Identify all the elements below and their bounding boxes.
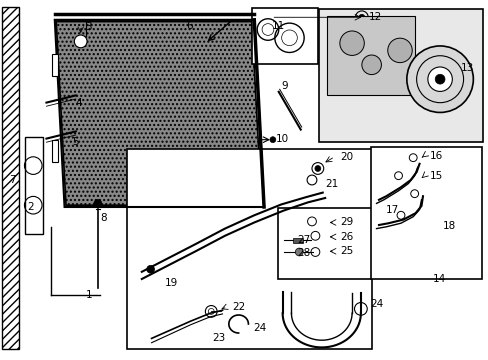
Text: 25: 25 [339,246,352,256]
Text: 2: 2 [27,202,34,212]
Bar [127,149,371,349]
Circle shape [269,137,275,143]
Text: 5: 5 [72,137,79,147]
Text: 22: 22 [232,302,245,312]
Text: 3: 3 [85,22,92,32]
Circle shape [387,38,411,63]
Circle shape [314,166,320,171]
Circle shape [358,14,364,20]
Text: 23: 23 [212,333,225,343]
Text: 6: 6 [185,21,192,31]
Polygon shape [56,22,261,205]
Bar [370,147,481,279]
Text: 24: 24 [253,323,266,333]
Circle shape [427,67,451,91]
Text: 14: 14 [432,274,445,284]
Text: 7: 7 [9,175,16,185]
Circle shape [94,199,102,207]
Bar [277,208,371,279]
Text: 11: 11 [271,21,284,31]
Text: 20: 20 [339,152,352,162]
Text: 12: 12 [368,12,382,22]
Text: 27: 27 [297,235,310,246]
Bar [25,137,43,234]
Circle shape [406,46,472,112]
Bar [326,16,414,95]
Bar [293,238,303,243]
Text: 29: 29 [339,217,352,228]
Circle shape [146,265,154,273]
Circle shape [361,55,381,75]
Bar [52,54,58,76]
Text: 17: 17 [385,204,398,215]
Text: 9: 9 [281,81,287,91]
Text: 8: 8 [100,213,107,223]
Text: 15: 15 [428,171,442,181]
Text: 19: 19 [165,278,178,288]
Circle shape [434,74,444,84]
Circle shape [339,31,364,55]
Text: 4: 4 [76,98,82,108]
Circle shape [74,35,87,48]
Bar [52,140,58,162]
Text: 10: 10 [276,134,289,144]
Polygon shape [2,7,19,349]
Text: 18: 18 [442,221,455,231]
Text: 1: 1 [85,290,92,300]
Text: 13: 13 [460,63,473,73]
Text: 21: 21 [325,179,338,189]
Circle shape [295,248,303,256]
Text: 28: 28 [297,248,310,258]
Text: 16: 16 [428,150,442,161]
Text: 26: 26 [339,232,352,242]
Bar [319,9,482,142]
Bar [251,8,317,64]
Text: 24: 24 [370,299,383,309]
